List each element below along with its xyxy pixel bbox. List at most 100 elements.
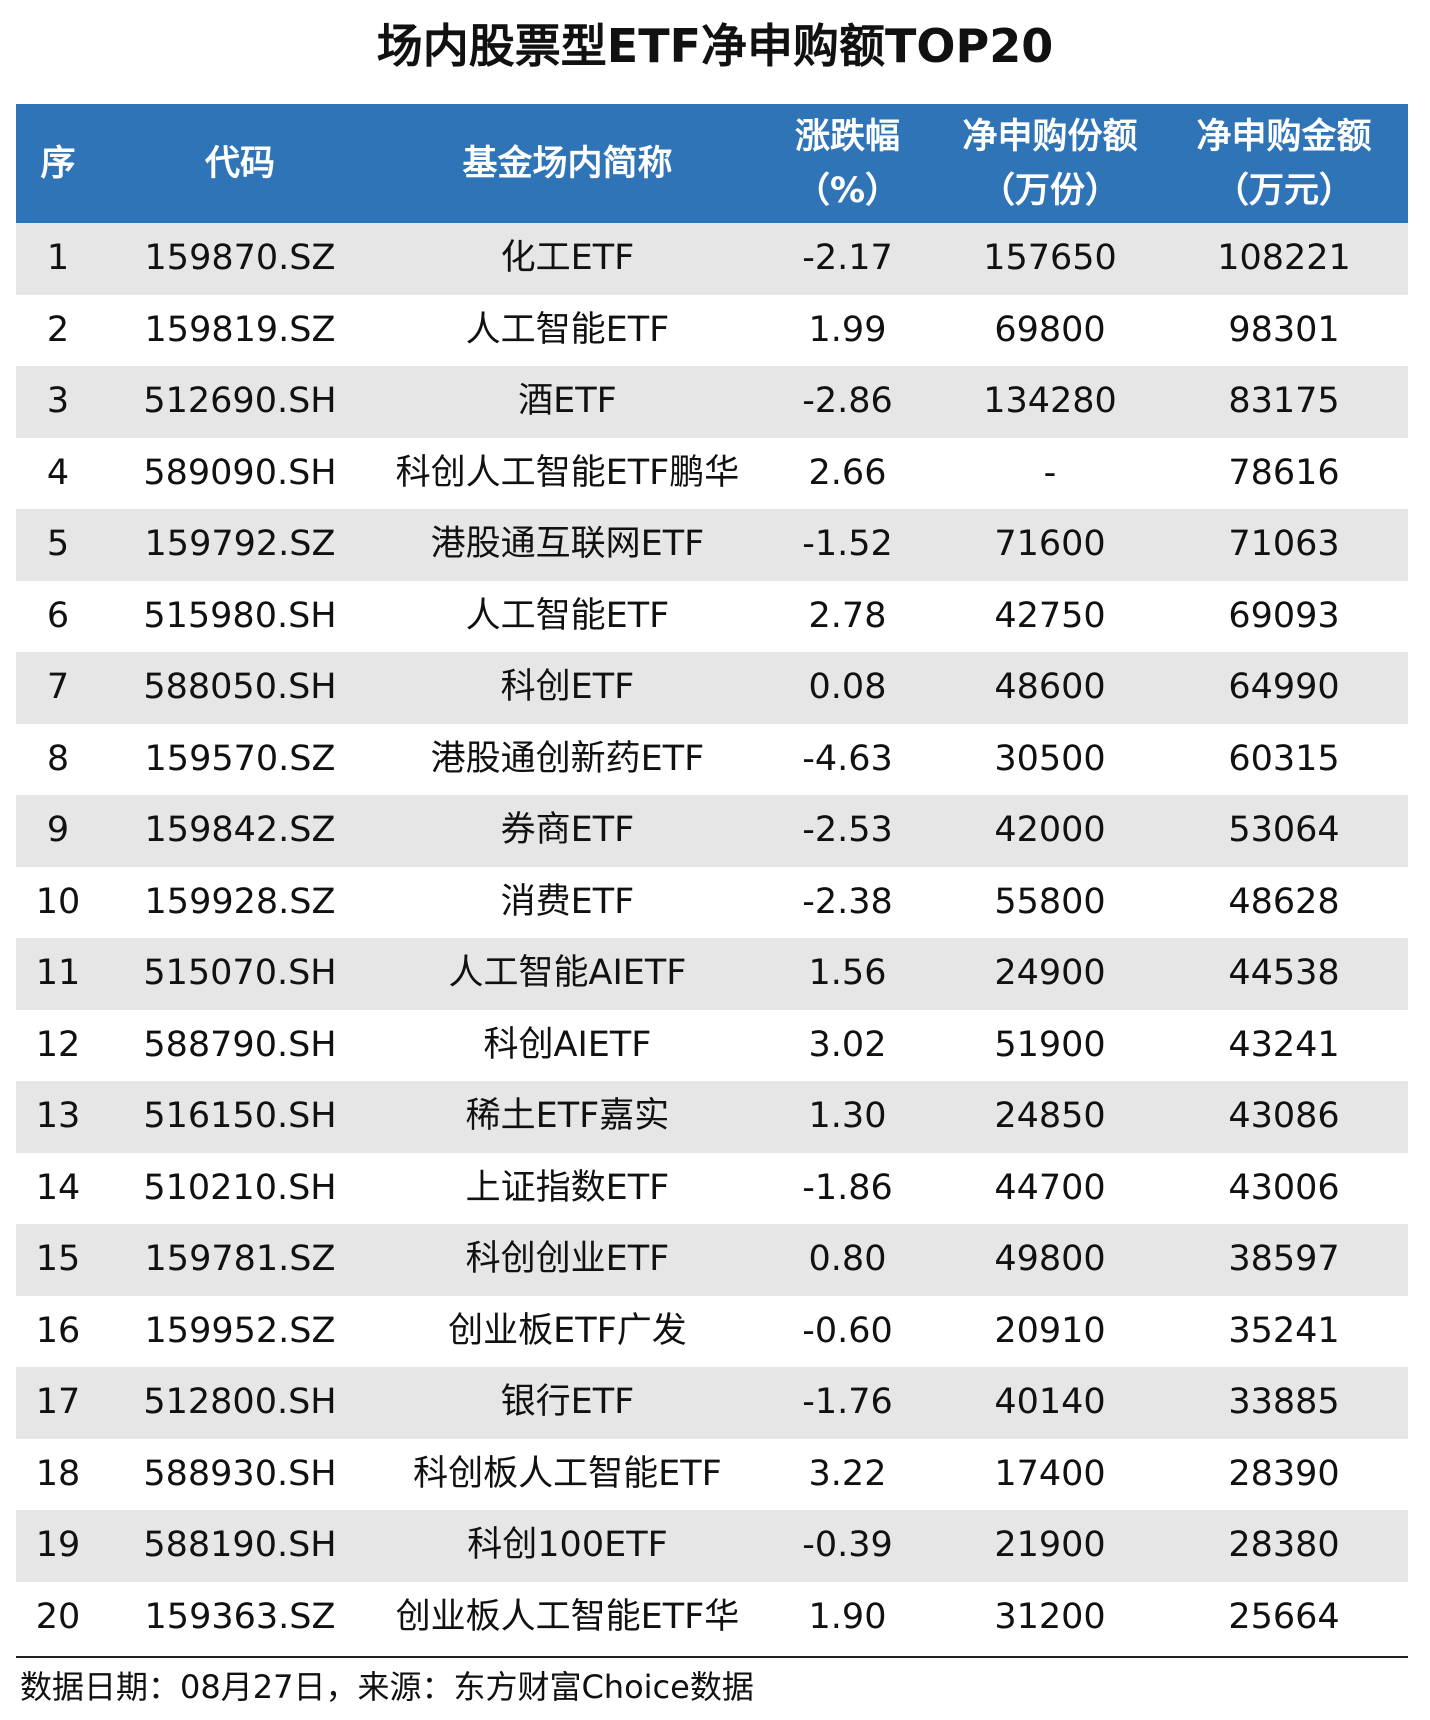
cell-text: 159792.SZ <box>144 524 336 565</box>
table-row: 16 159952.SZ 创业板ETF广发 -0.60 20910 35241 <box>16 1296 1408 1368</box>
table-cell: 7 <box>16 652 100 724</box>
header-line: 净申购金额 <box>1196 116 1372 157</box>
table-cell: 588930.SH <box>100 1439 380 1511</box>
table-cell: 42000 <box>940 795 1160 867</box>
table-cell: 11 <box>16 938 100 1010</box>
table-cell: 48600 <box>940 652 1160 724</box>
table-cell: 14 <box>16 1153 100 1225</box>
cell-text: 2.66 <box>808 452 887 493</box>
header-cell: 净申购金额 （万元） <box>1160 104 1408 223</box>
cell-text: 科创板人工智能ETF <box>413 1453 722 1494</box>
cell-text: 上证指数ETF <box>465 1167 670 1208</box>
table-cell: -2.17 <box>755 223 940 295</box>
cell-text: 10 <box>35 881 81 922</box>
cell-text: 人工智能AIETF <box>448 953 687 994</box>
cell-text: 108221 <box>1217 238 1351 279</box>
table-cell: 28380 <box>1160 1510 1408 1582</box>
cell-text: 588930.SH <box>143 1453 337 1494</box>
cell-text: 48628 <box>1228 881 1340 922</box>
table-cell: 银行ETF <box>380 1367 755 1439</box>
table-cell: 108221 <box>1160 223 1408 295</box>
table-cell: 38597 <box>1160 1224 1408 1296</box>
cell-text: 157650 <box>983 238 1117 279</box>
table-cell: 78616 <box>1160 438 1408 510</box>
table-row: 2 159819.SZ 人工智能ETF 1.99 69800 98301 <box>16 295 1408 367</box>
cell-text: 港股通互联网ETF <box>430 524 705 565</box>
table-row: 19 588190.SH 科创100ETF -0.39 21900 28380 <box>16 1510 1408 1582</box>
cell-text: 159819.SZ <box>144 309 336 350</box>
table-cell: 98301 <box>1160 295 1408 367</box>
table-cell: 64990 <box>1160 652 1408 724</box>
cell-text: 43241 <box>1228 1024 1340 1065</box>
table-cell: 515980.SH <box>100 581 380 653</box>
cell-text: 33885 <box>1228 1382 1340 1423</box>
table-cell: 44538 <box>1160 938 1408 1010</box>
table-row: 4 589090.SH 科创人工智能ETF鹏华 2.66 - 78616 <box>16 438 1408 510</box>
table-cell: 上证指数ETF <box>380 1153 755 1225</box>
table-cell: 83175 <box>1160 366 1408 438</box>
table-cell: 17 <box>16 1367 100 1439</box>
cell-text: 69093 <box>1228 595 1340 636</box>
table-row: 11 515070.SH 人工智能AIETF 1.56 24900 44538 <box>16 938 1408 1010</box>
cell-text: 60315 <box>1228 738 1340 779</box>
cell-text: 1.90 <box>808 1596 887 1637</box>
table-cell: 159819.SZ <box>100 295 380 367</box>
table-cell: 157650 <box>940 223 1160 295</box>
table-cell: 42750 <box>940 581 1160 653</box>
cell-text: 69800 <box>994 309 1106 350</box>
table: 序代码 基金场内简称 涨跌幅 （%） 净申购份额 （万份） 净申购金额 （万元） 1 15987… <box>16 104 1408 1653</box>
cell-text: 21900 <box>994 1525 1106 1566</box>
cell-text: 42000 <box>994 810 1106 851</box>
cell-text: 159842.SZ <box>144 810 336 851</box>
table-cell: 0.08 <box>755 652 940 724</box>
cell-text: 3.22 <box>808 1453 887 1494</box>
table-cell: 9 <box>16 795 100 867</box>
table-cell: -1.76 <box>755 1367 940 1439</box>
cell-text: 稀土ETF嘉实 <box>465 1096 670 1137</box>
table-cell: 2 <box>16 295 100 367</box>
table-cell: 35241 <box>1160 1296 1408 1368</box>
table-cell: 人工智能ETF <box>380 581 755 653</box>
table-cell: 创业板ETF广发 <box>380 1296 755 1368</box>
table-cell: 3 <box>16 366 100 438</box>
table-cell: 159792.SZ <box>100 509 380 581</box>
cell-text: 3 <box>46 381 70 422</box>
table-cell: -0.60 <box>755 1296 940 1368</box>
cell-text: 40140 <box>994 1382 1106 1423</box>
cell-text: -2.38 <box>802 881 893 922</box>
cell-text: 20 <box>35 1596 81 1637</box>
cell-text: 512800.SH <box>143 1382 337 1423</box>
cell-text: 19 <box>35 1525 81 1566</box>
cell-text: 科创人工智能ETF鹏华 <box>395 452 740 493</box>
table-cell: 60315 <box>1160 724 1408 796</box>
table-cell: 6 <box>16 581 100 653</box>
cell-text: 7 <box>46 667 70 708</box>
table-cell: 8 <box>16 724 100 796</box>
table-cell: 49800 <box>940 1224 1160 1296</box>
cell-text: 588050.SH <box>143 667 337 708</box>
table-cell: -2.86 <box>755 366 940 438</box>
cell-text: 科创AIETF <box>483 1024 652 1065</box>
table-cell: 21900 <box>940 1510 1160 1582</box>
cell-text: 1.99 <box>808 309 887 350</box>
cell-text: -0.60 <box>802 1310 893 1351</box>
cell-text: 78616 <box>1228 452 1340 493</box>
cell-text: -0.39 <box>802 1525 893 1566</box>
table-cell: 人工智能AIETF <box>380 938 755 1010</box>
header-line: 基金场内简称 <box>462 143 673 184</box>
table-row: 1 159870.SZ 化工ETF -2.17 157650 108221 <box>16 223 1408 295</box>
header-line: （万元） <box>1213 170 1354 211</box>
table-cell: -1.52 <box>755 509 940 581</box>
table-cell: 4 <box>16 438 100 510</box>
table-row: 20 159363.SZ 创业板人工智能ETF华宝 1.90 31200 25664 <box>16 1582 1408 1654</box>
cell-text: 人工智能ETF <box>465 595 670 636</box>
cell-text: 588190.SH <box>143 1525 337 1566</box>
header-row: 序 代码 基金场内简称 涨跌幅 （%） 净申购份额 （万份） 净申购金额 （万元） <box>16 104 1408 223</box>
cell-text: 159570.SZ <box>144 738 336 779</box>
cell-text: -1.76 <box>802 1382 893 1423</box>
cell-text: 48600 <box>994 667 1106 708</box>
table-cell: 43086 <box>1160 1081 1408 1153</box>
cell-text: 25664 <box>1228 1596 1340 1637</box>
table-cell: 33885 <box>1160 1367 1408 1439</box>
